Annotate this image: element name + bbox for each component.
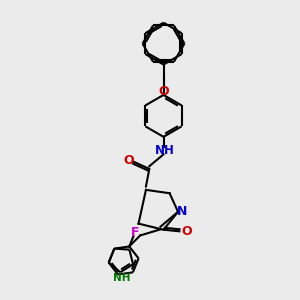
Text: N: N — [177, 205, 187, 218]
Text: O: O — [123, 154, 134, 166]
Text: O: O — [158, 85, 169, 98]
Text: O: O — [181, 225, 192, 238]
Text: NH: NH — [113, 273, 131, 284]
Text: F: F — [131, 226, 140, 238]
Text: NH: NH — [155, 144, 175, 157]
